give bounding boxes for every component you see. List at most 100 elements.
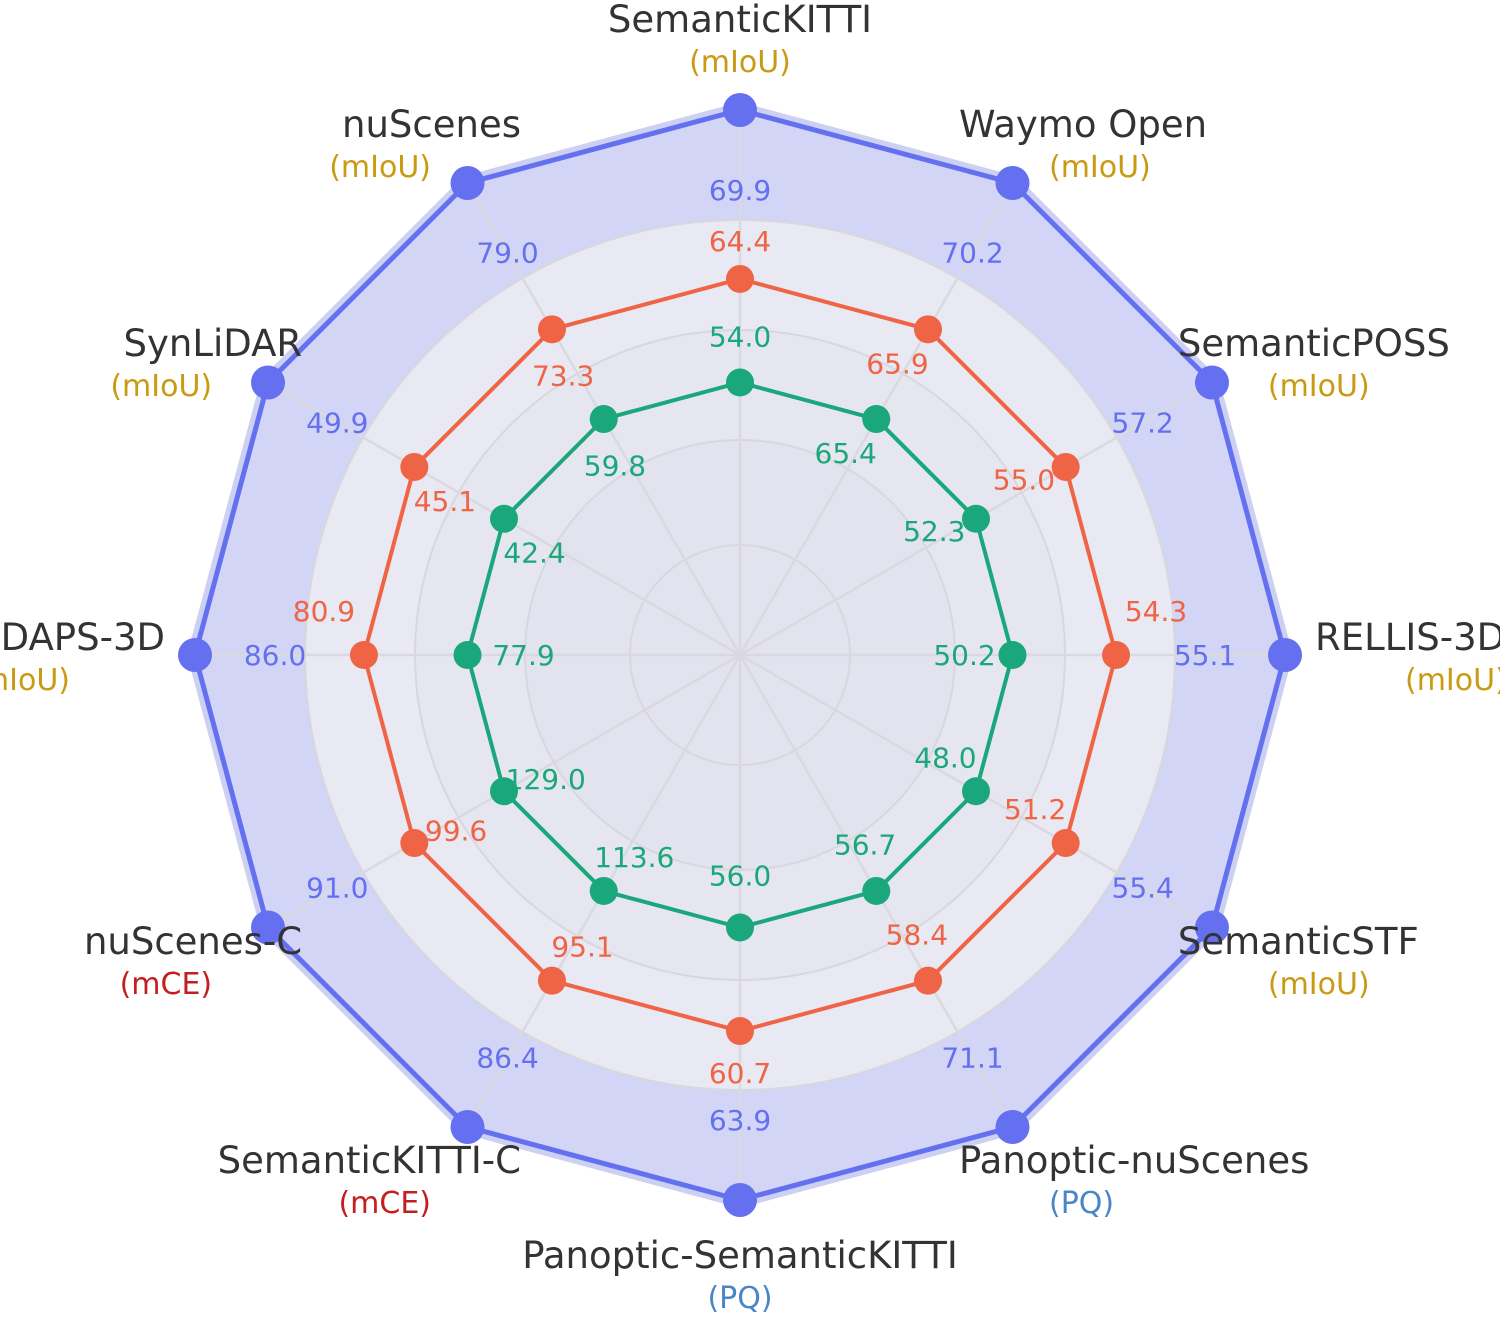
series-layer: [178, 93, 1302, 1217]
series-1-point: [1194, 910, 1229, 945]
series-3-point: [453, 641, 482, 669]
series-1-point: [251, 365, 286, 400]
series-3-point: [961, 504, 990, 533]
series-1-point: [450, 166, 485, 201]
value-label: 65.4: [815, 437, 877, 470]
value-label: 69.9: [709, 174, 771, 207]
value-label: 45.1: [414, 485, 476, 518]
value-label: 48.0: [914, 741, 976, 774]
value-label: 59.8: [584, 449, 646, 482]
axis-label-name: SemanticPOSS: [1178, 322, 1450, 365]
series-3-point: [961, 777, 990, 806]
axis-label-metric: (PQ): [707, 1281, 772, 1316]
series-3-point: [726, 368, 754, 397]
series-3-point: [589, 405, 618, 434]
value-label: 86.0: [244, 639, 306, 672]
series-3-point: [490, 777, 519, 806]
series-1-point: [450, 1109, 485, 1144]
series-2-point: [1051, 452, 1080, 481]
value-label: 80.9: [293, 595, 355, 628]
axis-label-name: Waymo Open: [959, 103, 1207, 146]
series-3-point: [589, 876, 618, 905]
value-label: 52.3: [903, 515, 965, 548]
axis-label-name: nuScenes-C: [84, 920, 302, 963]
value-label: 77.9: [492, 639, 554, 672]
value-label: 63.9: [709, 1104, 771, 1137]
series-1-point: [178, 638, 212, 672]
series-2-point: [400, 829, 429, 858]
axis-label-metric: (mIoU): [0, 663, 70, 698]
axis-label-metric: (mIoU): [110, 369, 212, 404]
series-2-point: [400, 452, 429, 481]
series-2-point: [726, 264, 754, 293]
value-label: 54.3: [1125, 595, 1187, 628]
axis-label-name: SemanticKITTI-C: [218, 1139, 521, 1182]
value-label: 95.1: [551, 931, 613, 964]
series-1-point: [995, 166, 1030, 201]
value-label: 70.2: [941, 236, 1003, 269]
series-2-point: [1102, 641, 1131, 669]
axis-label-metric: (mCE): [120, 967, 213, 1002]
series-3-point: [862, 876, 891, 905]
value-label: 86.4: [476, 1042, 538, 1075]
series-1-point: [251, 910, 286, 945]
series-3-point: [862, 405, 891, 434]
series-2-point: [726, 1017, 754, 1046]
axis-label-metric: (mIoU): [689, 45, 791, 80]
axis-label-name: SynLiDAR: [124, 322, 303, 365]
series-2-point: [537, 315, 566, 344]
value-label: 64.4: [709, 225, 771, 258]
axis-label-name: nuScenes: [342, 103, 521, 146]
value-label: 57.2: [1112, 407, 1174, 440]
value-label: 55.1: [1174, 639, 1236, 672]
value-label: 99.6: [425, 815, 487, 848]
value-label: 79.0: [476, 236, 538, 269]
axis-label-metric: (mCE): [338, 1186, 431, 1221]
series-3-point: [998, 641, 1027, 669]
series-3-point: [490, 504, 519, 533]
value-label: 65.9: [866, 347, 928, 380]
radar-grid: [195, 110, 1285, 1200]
value-label: 42.4: [503, 537, 565, 570]
value-label: 113.6: [594, 841, 674, 874]
value-label: 60.7: [709, 1057, 771, 1090]
value-labels: 69.9 70.2 57.2 55.1 55.4 71.1 63.9 86.4 91.0 86.0…: [244, 174, 1236, 1137]
series-1-point: [1268, 638, 1302, 672]
axis-label-name: RELLIS-3D: [1315, 616, 1500, 659]
axis-label-metric: (mIoU): [1268, 967, 1370, 1002]
series-2-point: [914, 315, 943, 344]
series-1-point: [995, 1109, 1030, 1144]
series-1-point: [723, 1183, 757, 1217]
value-label: 91.0: [306, 872, 368, 905]
value-label: 49.9: [306, 407, 368, 440]
series-2-point: [1051, 829, 1080, 858]
axis-label-name: DAPS-3D: [1, 616, 165, 659]
axis-label-metric: (mIoU): [1268, 369, 1370, 404]
axis-label-name: Panoptic-SemanticKITTI: [522, 1234, 958, 1277]
series-2-point: [914, 966, 943, 995]
axis-label-metric: (PQ): [1049, 1186, 1114, 1221]
value-label: 58.4: [886, 918, 948, 951]
value-label: 56.7: [834, 829, 896, 862]
axis-label-metric: (mIoU): [329, 150, 431, 185]
series-1-point: [723, 93, 757, 127]
value-label: 129.0: [506, 763, 586, 796]
axis-label-name: SemanticSTF: [1178, 920, 1419, 963]
axis-label-name: Panoptic-nuScenes: [959, 1139, 1309, 1182]
axis-label-name: SemanticKITTI: [608, 0, 872, 41]
value-label: 55.4: [1112, 872, 1174, 905]
value-label: 56.0: [709, 860, 771, 893]
value-label: 55.0: [993, 463, 1055, 496]
value-label: 51.2: [1004, 793, 1066, 826]
value-label: 50.2: [933, 639, 995, 672]
series-1-point: [1194, 365, 1229, 400]
series-3-point: [726, 913, 754, 942]
series-2-point: [349, 641, 378, 669]
value-label: 71.1: [941, 1042, 1003, 1075]
value-label: 73.3: [532, 360, 594, 393]
axis-label-metric: (mIoU): [1049, 150, 1151, 185]
axis-label-metric: (mIoU): [1405, 663, 1500, 698]
series-2-point: [537, 966, 566, 995]
